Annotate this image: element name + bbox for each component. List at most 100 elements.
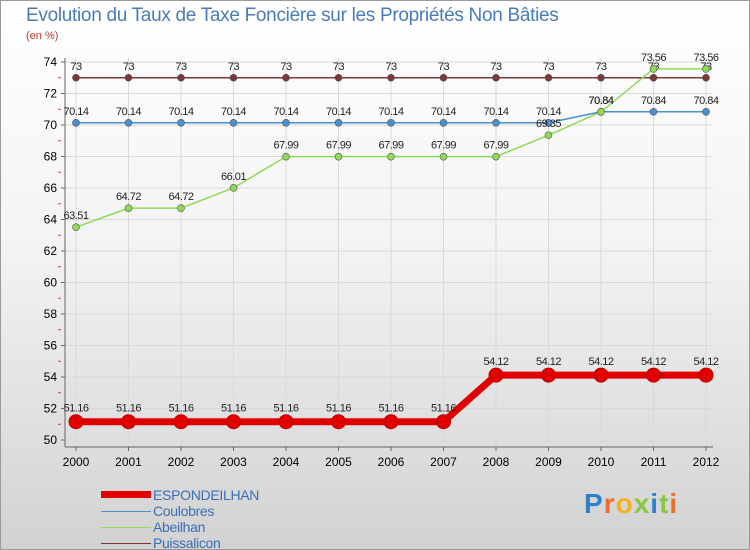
data-label-coulobres: 70.14 [378, 106, 403, 118]
y-tick-label: 52 [44, 402, 58, 416]
data-label-puissalicon: 73 [595, 61, 607, 73]
data-label-espondeilhan: 54.12 [588, 356, 613, 368]
data-label-coulobres: 70.14 [63, 106, 88, 118]
data-point-coulobres [649, 107, 658, 116]
data-label-abeilhan: 70.84 [588, 95, 613, 107]
x-tick-label: 2008 [483, 455, 510, 469]
x-tick-label: 2012 [693, 455, 720, 469]
x-tick-label: 2000 [63, 455, 90, 469]
data-label-coulobres: 70.14 [116, 106, 141, 118]
data-label-espondeilhan: 54.12 [641, 356, 666, 368]
data-label-coulobres: 70.84 [588, 95, 613, 107]
data-label-abeilhan: 73.56 [693, 52, 718, 64]
data-point-puissalicon [439, 73, 448, 82]
data-point-coulobres [282, 118, 290, 127]
data-point-abeilhan [597, 107, 605, 116]
legend-label-puissalicon: Puissalicon [153, 535, 221, 550]
data-label-puissalicon: 73 [228, 61, 240, 73]
data-point-abeilhan [334, 152, 343, 161]
y-tick-label: 62 [44, 244, 58, 258]
data-label-espondeilhan: 54.12 [693, 356, 718, 368]
data-label-puissalicon: 73 [438, 61, 450, 73]
y-tick-label: 56 [44, 339, 58, 353]
y-tick-label: 70 [44, 118, 58, 132]
legend-swatch-abeilhan [101, 527, 151, 528]
y-tick-label: 60 [44, 276, 58, 290]
data-label-coulobres: 70.14 [483, 106, 508, 118]
data-point-abeilhan [702, 65, 710, 73]
data-point-coulobres [439, 118, 448, 127]
data-label-puissalicon: 73 [543, 61, 555, 73]
x-tick-label: 2002 [168, 455, 195, 469]
data-label-espondeilhan: 51.16 [378, 403, 403, 415]
logo-letter: o [615, 488, 634, 519]
y-tick-label: 68 [44, 150, 58, 164]
logo-letter: r [603, 488, 616, 519]
data-point-espondeilhan [331, 414, 346, 430]
data-label-espondeilhan: 51.16 [168, 403, 193, 415]
legend-swatch-coulobres [101, 511, 151, 512]
data-label-coulobres: 70.14 [273, 106, 298, 118]
data-label-espondeilhan: 51.16 [63, 403, 88, 415]
x-tick-label: 2001 [115, 455, 142, 469]
data-point-espondeilhan [121, 414, 136, 430]
data-point-puissalicon [544, 73, 553, 82]
data-label-abeilhan: 67.99 [378, 140, 403, 152]
x-tick-label: 2004 [273, 455, 300, 469]
data-label-abeilhan: 73.56 [641, 52, 666, 64]
data-point-espondeilhan [646, 367, 661, 383]
data-label-abeilhan: 67.99 [326, 140, 351, 152]
data-point-abeilhan [282, 152, 290, 161]
y-tick-label: 64 [44, 213, 58, 227]
data-point-abeilhan [492, 152, 500, 161]
data-point-puissalicon [282, 73, 290, 82]
data-point-coulobres [544, 118, 553, 127]
data-label-coulobres: 70.14 [326, 106, 351, 118]
data-point-puissalicon [124, 73, 133, 82]
data-label-coulobres: 70.14 [536, 106, 561, 118]
data-label-puissalicon: 73 [333, 61, 345, 73]
logo-letter: t [659, 488, 670, 519]
data-label-abeilhan: 63.51 [63, 210, 88, 222]
data-point-puissalicon [72, 73, 80, 82]
data-point-puissalicon [177, 73, 185, 82]
x-tick-label: 2003 [220, 455, 247, 469]
data-point-espondeilhan [68, 414, 84, 430]
data-point-abeilhan [439, 152, 448, 161]
data-label-espondeilhan: 51.16 [431, 403, 456, 415]
data-point-puissalicon [229, 73, 238, 82]
legend-label-coulobres: Coulobres [153, 503, 215, 519]
data-point-abeilhan [544, 131, 553, 140]
data-label-coulobres: 70.14 [431, 106, 456, 118]
data-label-espondeilhan: 51.16 [221, 403, 246, 415]
data-point-espondeilhan [541, 367, 556, 383]
data-label-abeilhan: 67.99 [431, 140, 456, 152]
data-point-espondeilhan [436, 414, 451, 430]
data-point-abeilhan [72, 223, 80, 232]
logo-letter: P [584, 488, 604, 519]
legend-label-espondeilhan: ESPONDEILHAN [153, 487, 260, 503]
data-point-coulobres [702, 107, 710, 116]
x-tick-label: 2009 [535, 455, 562, 469]
data-label-abeilhan: 64.72 [116, 191, 141, 203]
data-label-coulobres: 70.84 [693, 95, 718, 107]
data-label-espondeilhan: 51.16 [326, 403, 351, 415]
data-label-coulobres: 70.84 [641, 95, 666, 107]
data-point-coulobres [334, 118, 343, 127]
data-point-coulobres [177, 118, 185, 127]
y-tick-label: 74 [44, 55, 58, 69]
data-point-puissalicon [597, 73, 605, 82]
data-point-abeilhan [387, 152, 395, 161]
data-label-abeilhan: 67.99 [483, 140, 508, 152]
data-label-espondeilhan: 54.12 [536, 356, 561, 368]
x-tick-label: 2011 [641, 455, 667, 469]
data-point-abeilhan [177, 204, 185, 212]
data-label-puissalicon: 73 [175, 61, 187, 73]
chart-title: Evolution du Taux de Taxe Foncière sur l… [26, 5, 559, 26]
y-tick-label: 72 [44, 87, 58, 101]
y-tick-label: 58 [44, 307, 58, 321]
data-point-espondeilhan [593, 367, 609, 383]
data-point-espondeilhan [383, 414, 399, 430]
